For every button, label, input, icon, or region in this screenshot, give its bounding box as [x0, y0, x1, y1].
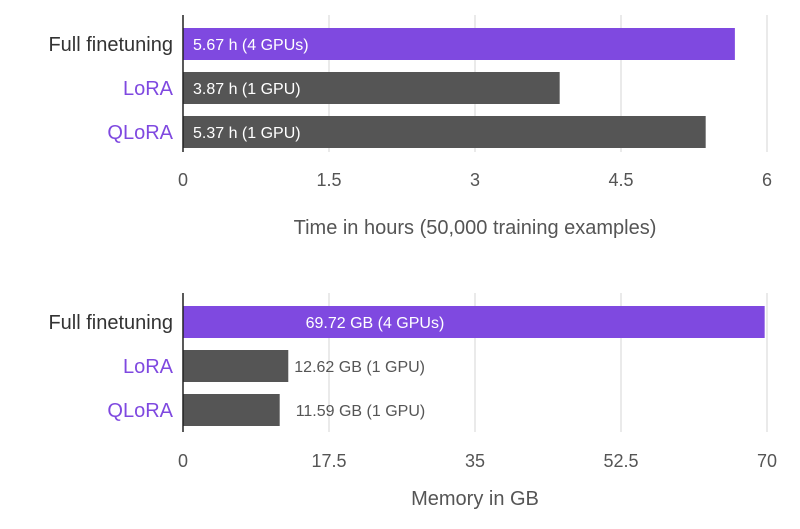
x-tick-label: 1.5 — [316, 170, 341, 190]
x-tick-label: 52.5 — [603, 451, 638, 471]
data-label: 5.37 h (1 GPU) — [193, 125, 301, 142]
category-label: LoRA — [123, 78, 174, 100]
x-axis-title: Memory in GB — [411, 488, 539, 510]
bar — [183, 394, 280, 426]
category-label: Full finetuning — [48, 34, 173, 56]
x-tick-label: 3 — [470, 170, 480, 190]
bar — [183, 306, 765, 338]
category-label: Full finetuning — [48, 312, 173, 334]
category-label: QLoRA — [107, 122, 173, 144]
chart-panel-1: 0 1.5 3 4.5 6 Full finetuning 5.67 h (4 GPUs) L… — [48, 15, 772, 239]
data-label: 5.67 h (4 GPUs) — [193, 37, 309, 54]
x-tick-label: 4.5 — [608, 170, 633, 190]
bar — [183, 72, 560, 104]
data-label: 69.72 GB (4 GPUs) — [306, 315, 445, 332]
x-tick-label: 35 — [465, 451, 485, 471]
data-label: 3.87 h (1 GPU) — [193, 81, 301, 98]
x-axis-title: Time in hours (50,000 training examples) — [294, 217, 657, 239]
data-label: 11.59 GB (1 GPU) — [296, 403, 426, 420]
x-tick-label: 0 — [178, 451, 188, 471]
x-tick-label: 6 — [762, 170, 772, 190]
category-label: QLoRA — [107, 400, 173, 422]
category-label: LoRA — [123, 356, 174, 378]
x-tick-label: 0 — [178, 170, 188, 190]
chart-panel-2: 0 17.5 35 52.5 70 Full finetuning 69.72 GB (4 … — [48, 293, 777, 510]
data-label: 12.62 GB (1 GPU) — [294, 359, 425, 376]
bar — [183, 350, 289, 382]
x-tick-label: 17.5 — [311, 451, 346, 471]
x-tick-label: 70 — [757, 451, 777, 471]
bar — [183, 28, 735, 60]
bar — [183, 116, 706, 148]
